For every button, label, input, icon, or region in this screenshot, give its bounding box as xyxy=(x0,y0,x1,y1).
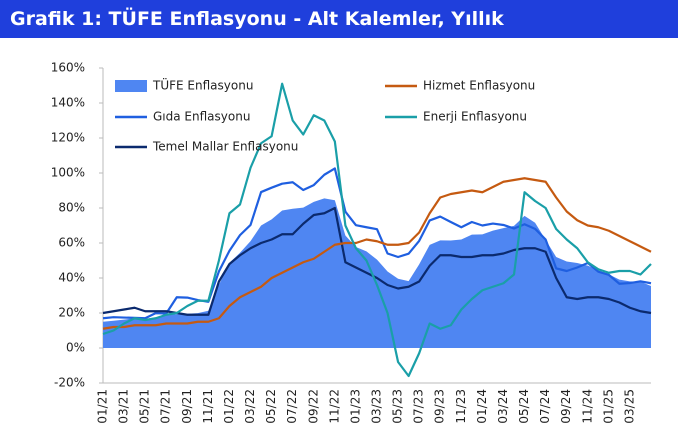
area xyxy=(103,198,651,348)
x-tick-label: 03/21 xyxy=(117,389,131,424)
line xyxy=(102,82,652,378)
y-tick-label: 80% xyxy=(58,201,85,215)
x-tick-label: 11/21 xyxy=(201,389,215,424)
x-tick-label: 09/21 xyxy=(180,389,194,424)
legend-label: Gıda Enflasyonu xyxy=(153,110,250,124)
legend-swatch xyxy=(115,80,147,92)
y-tick-label: 120% xyxy=(51,131,85,145)
legend-label: Temel Mallar Enflasyonu xyxy=(152,140,298,154)
x-tick-label: 09/24 xyxy=(559,389,573,424)
y-tick-label: 160% xyxy=(51,61,85,75)
x-tick-label: 09/23 xyxy=(433,389,447,424)
x-tick-label: 05/21 xyxy=(138,389,152,424)
line xyxy=(102,177,652,330)
line xyxy=(102,167,652,320)
y-tick-label: -20% xyxy=(54,376,85,390)
x-tick-label: 05/24 xyxy=(517,389,531,424)
x-tick-label: 03/23 xyxy=(370,389,384,424)
x-tick-label: 01/22 xyxy=(222,389,236,424)
x-tick-label: 01/24 xyxy=(475,389,489,424)
x-tick-label: 11/24 xyxy=(580,389,594,424)
x-tick-label: 01/21 xyxy=(96,389,110,424)
y-tick-label: 0% xyxy=(66,341,85,355)
x-tick-label: 01/25 xyxy=(601,389,615,424)
x-tick-label: 11/23 xyxy=(454,389,468,424)
x-tick-label: 03/24 xyxy=(496,389,510,424)
x-tick-label: 07/22 xyxy=(285,389,299,424)
x-tick-label: 07/21 xyxy=(159,389,173,424)
legend-label: Enerji Enflasyonu xyxy=(423,110,527,124)
x-tick-label: 05/22 xyxy=(264,389,278,424)
x-tick-label: 11/22 xyxy=(327,389,341,424)
x-tick-label: 05/23 xyxy=(391,389,405,424)
x-tick-label: 03/22 xyxy=(243,389,257,424)
x-tick-label: 01/23 xyxy=(348,389,362,424)
legend-label: TÜFE Enflasyonu xyxy=(152,77,253,93)
x-tick-label: 07/24 xyxy=(538,389,552,424)
x-tick-label: 07/23 xyxy=(412,389,426,424)
x-tick-label: 03/25 xyxy=(622,389,636,424)
y-tick-label: 140% xyxy=(51,96,85,110)
chart-title: Grafik 1: TÜFE Enflasyonu - Alt Kalemler… xyxy=(0,0,678,38)
y-tick-label: 20% xyxy=(58,306,85,320)
legend-label: Hizmet Enflasyonu xyxy=(423,79,535,93)
y-tick-label: 60% xyxy=(58,236,85,250)
x-tick-label: 09/22 xyxy=(306,389,320,424)
line xyxy=(102,206,652,316)
y-tick-label: 100% xyxy=(51,166,85,180)
y-tick-label: 40% xyxy=(58,271,85,285)
